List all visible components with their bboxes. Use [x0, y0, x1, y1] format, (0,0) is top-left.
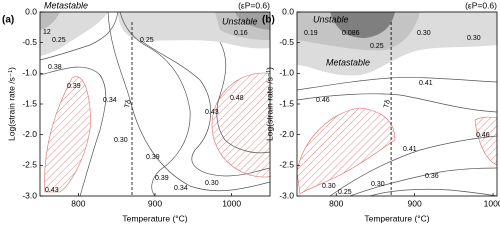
contour-label: 0.41 [419, 80, 433, 87]
contour-line [119, 12, 191, 196]
x-tick-label: 900 [148, 198, 162, 208]
contour-label: 0.30 [371, 181, 385, 188]
peak-region [44, 76, 91, 193]
contour-label: 0.30 [417, 30, 431, 37]
contour-line [369, 188, 497, 196]
y-tick-label: -2.5 [279, 160, 294, 170]
metastable-region [40, 12, 108, 56]
peak-region [211, 72, 270, 178]
contour-label: 0.48 [230, 95, 244, 102]
annotation: (εP=0.6) [465, 0, 497, 10]
region-label: Unstable [222, 16, 258, 26]
peak-region [474, 116, 497, 166]
contour-label: 0.25 [52, 37, 66, 44]
unstable-region [40, 12, 60, 30]
t-delta-label: Tδ [383, 99, 392, 109]
contour-label: 0.25 [338, 189, 352, 196]
annotation: (εP=0.6) [238, 0, 270, 10]
contour-label: 0.30 [205, 180, 219, 187]
contour-label: 0.39 [67, 83, 81, 90]
plot-area [40, 12, 270, 196]
y-tick-label: -3.0 [22, 190, 37, 200]
chart: Metastable Unstable 12 0.25 0.25 0.16 0.… [2, 0, 500, 223]
panel: Metastable Unstable 12 0.25 0.25 0.16 0.… [2, 0, 271, 223]
contour-label: 0.25 [370, 43, 384, 50]
panel-label: (b) [262, 15, 275, 26]
contour-line [297, 77, 497, 91]
panel: Unstable Metastable 0.19 0.086 0.25 0.30… [262, 0, 500, 223]
panel-label: (a) [2, 15, 14, 26]
x-tick-label: 800 [329, 198, 343, 208]
y-tick-label: -2.0 [22, 129, 37, 139]
contour-label: 0.36 [425, 173, 439, 180]
y-tick-label: -1.5 [279, 98, 294, 108]
y-tick-label: 0.0 [282, 6, 294, 16]
contour-label: 0.19 [304, 30, 318, 37]
contour-line [349, 167, 497, 196]
contour-label: 0.16 [234, 30, 248, 37]
region-label: Metastable [326, 57, 370, 67]
y-tick-label: -1.5 [22, 98, 37, 108]
y-tick-label: -2.0 [279, 129, 294, 139]
contour-label: 0.46 [316, 97, 330, 104]
region-label: Unstable [313, 14, 349, 24]
y-axis-label: Log(strain rate /s⁻¹) [6, 67, 16, 141]
contour-label: 0.086 [342, 30, 360, 37]
contour-line [139, 39, 270, 177]
x-tick-label: 900 [408, 198, 422, 208]
contour-line [40, 66, 107, 196]
y-tick-label: -1.0 [22, 68, 37, 78]
contour-label: 0.30 [467, 35, 481, 42]
contour-label: 0.39 [146, 154, 160, 161]
contour-label: 0.46 [476, 132, 490, 139]
contour-line [40, 12, 119, 61]
y-tick-label: 0.0 [25, 6, 37, 16]
y-tick-label: -2.5 [22, 160, 37, 170]
y-tick-label: -0.5 [22, 37, 37, 47]
contour-label: 0.34 [174, 185, 188, 192]
contour-label: 0.39 [155, 175, 169, 182]
y-axis-label: Log(strain rate /s⁻¹) [264, 67, 274, 141]
x-axis-label: Temperature (°C) [122, 213, 187, 223]
contour-line [329, 135, 497, 196]
region-label: Metastable [44, 0, 88, 10]
contour-line [216, 41, 270, 154]
contour-label: 0.38 [48, 64, 62, 71]
contour-label: 12 [43, 29, 51, 36]
contour-label: 0.43 [45, 187, 59, 194]
y-tick-label: -1.0 [279, 68, 294, 78]
y-tick-label: -3.0 [279, 190, 294, 200]
unstable-region [330, 12, 395, 38]
x-tick-label: 800 [71, 198, 85, 208]
contour-label: 0.25 [140, 37, 154, 44]
contour-label: 0.30 [114, 137, 128, 144]
x-axis-label: Temperature (°C) [364, 213, 429, 223]
contour-line [297, 93, 497, 113]
contour-line [107, 12, 270, 192]
x-tick-label: 1000 [484, 198, 500, 208]
peak-region [297, 107, 396, 195]
plot-area [297, 12, 497, 196]
contour-label: 0.30 [322, 183, 336, 190]
y-tick-label: -0.5 [279, 37, 294, 47]
contour-label: 0.34 [103, 97, 117, 104]
contour-label: 0.43 [205, 109, 219, 116]
t-delta-label: Tδ [124, 99, 133, 109]
unstable-region [235, 12, 270, 30]
contour-label: 0.41 [403, 146, 417, 153]
x-tick-label: 1000 [222, 198, 241, 208]
